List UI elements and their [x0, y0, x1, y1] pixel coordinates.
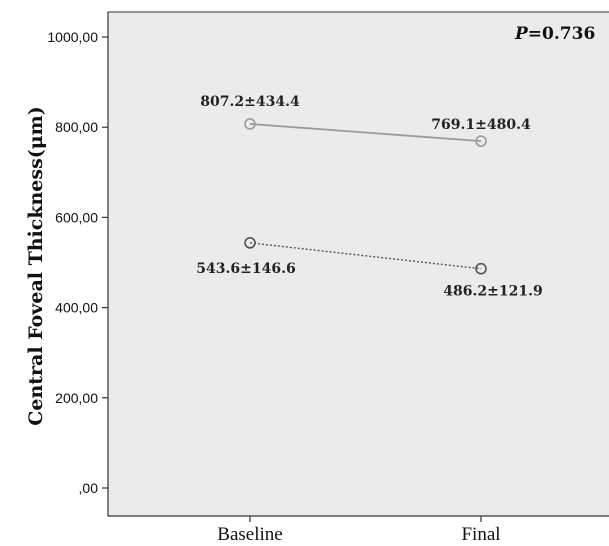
y-tick-label: 600,00	[55, 209, 98, 225]
y-axis-label: Central Foveal Thickness(μm)	[25, 106, 47, 426]
data-point	[475, 135, 487, 147]
data-point	[244, 237, 256, 249]
y-tick-label: 800,00	[55, 119, 98, 135]
y-tick-label: 200,00	[55, 390, 98, 406]
x-tick-label: Baseline	[217, 524, 282, 545]
series-layer: 807.2±434.4 769.1±480.4 543.6±146.6 486.2±1…	[196, 94, 542, 300]
p-value: =0.736	[528, 24, 595, 44]
x-axis: Baseline Final	[108, 515, 609, 545]
data-label: 769.1±480.4	[431, 117, 531, 133]
p-value-annotation: P=0.736	[514, 24, 595, 44]
y-tick-label: 1000,00	[47, 29, 98, 45]
p-symbol: P	[514, 24, 529, 44]
y-tick-label: ,00	[79, 480, 99, 496]
data-label: 807.2±434.4	[200, 94, 300, 110]
data-label: 486.2±121.9	[443, 284, 542, 300]
x-tick-label: Final	[461, 524, 500, 545]
data-label: 543.6±146.6	[196, 261, 295, 277]
y-tick-label: 400,00	[55, 300, 98, 316]
series-line	[249, 242, 482, 270]
series-line	[249, 123, 482, 143]
data-point	[475, 262, 487, 275]
y-axis: ,00 200,00 400,00 600,00 800,00 1000,00	[47, 12, 109, 516]
data-point	[244, 118, 256, 130]
plot-area	[107, 11, 609, 517]
